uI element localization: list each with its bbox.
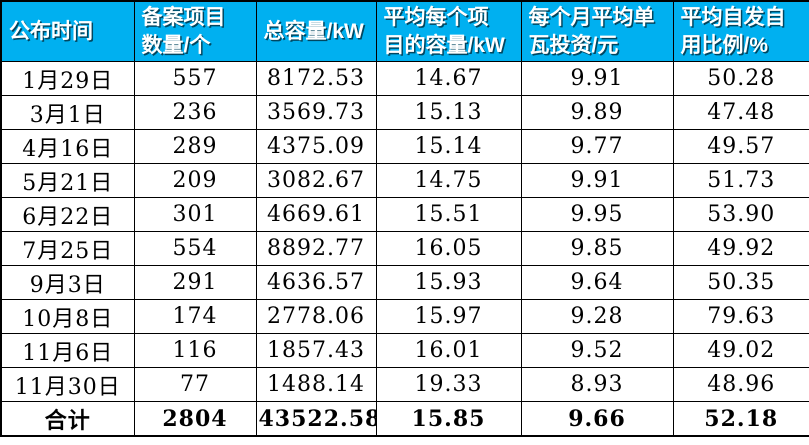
date-cell: 7月25日 [0,231,135,267]
cell: 19.33 [375,367,522,403]
date-cell: 5月21日 [0,163,135,199]
cell: 3569.73 [255,95,377,131]
table-row: 5月21日 209 3082.67 14.75 9.91 51.73 [0,163,809,199]
cell: 209 [133,163,257,199]
cell: 9.91 [520,163,674,199]
cell: 79.63 [672,299,809,335]
cell: 9.89 [520,95,674,131]
cell: 15.51 [375,197,522,233]
cell: 116 [133,333,257,369]
date-cell: 11月6日 [0,333,135,369]
cell: 47.48 [672,95,809,131]
cell: 49.92 [672,231,809,267]
date-cell: 10月8日 [0,299,135,335]
table-row: 1月29日 557 8172.53 14.67 9.91 50.28 [0,61,809,97]
date-cell: 11月30日 [0,367,135,403]
cell: 9.77 [520,129,674,165]
cell: 14.75 [375,163,522,199]
cell: 15.14 [375,129,522,165]
col-header-total-capacity: 总容量/kW [255,0,377,63]
date-cell: 4月16日 [0,129,135,165]
header-line: 目的容量/kW [383,33,505,57]
cell: 291 [133,265,257,301]
cell: 77 [133,367,257,403]
total-row: 合计 2804 43522.58 15.85 9.66 52.18 [0,401,809,437]
cell: 554 [133,231,257,267]
cell: 9.28 [520,299,674,335]
cell: 1488.14 [255,367,377,403]
cell: 8892.77 [255,231,377,267]
total-cell: 52.18 [672,401,809,437]
total-cell: 43522.58 [255,401,377,437]
header-line: 公布时间 [9,19,93,43]
cell: 9.85 [520,231,674,267]
col-header-self-use-ratio: 平均自发自用比例/% [672,0,809,63]
cell: 4669.61 [255,197,377,233]
cell: 9.91 [520,61,674,97]
col-header-project-count: 备案项目数量/个 [133,0,257,63]
header-line: 用比例/% [680,33,769,57]
cell: 4636.57 [255,265,377,301]
cell: 3082.67 [255,163,377,199]
cell: 9.64 [520,265,674,301]
cell: 16.05 [375,231,522,267]
cell: 1857.43 [255,333,377,369]
header-line: 每个月平均单 [528,6,655,29]
cell: 15.97 [375,299,522,335]
table-row: 6月22日 301 4669.61 15.51 9.95 53.90 [0,197,809,233]
cell: 49.02 [672,333,809,369]
header-line: 平均自发自 [680,6,786,29]
cell: 2778.06 [255,299,377,335]
cell: 8.93 [520,367,674,403]
cell: 289 [133,129,257,165]
table-row: 9月3日 291 4636.57 15.93 9.64 50.35 [0,265,809,301]
cell: 50.28 [672,61,809,97]
col-header-investment-per-watt: 每个月平均单 瓦投资/元 [520,0,674,63]
col-header-publish-date: 公布时间 [0,0,135,63]
cell: 53.90 [672,197,809,233]
total-cell: 15.85 [375,401,522,437]
cell: 8172.53 [255,61,377,97]
header-line: 备案项目 [141,6,226,29]
table-row: 11月6日 116 1857.43 16.01 9.52 49.02 [0,333,809,369]
cell: 301 [133,197,257,233]
table-row: 4月16日 289 4375.09 15.14 9.77 49.57 [0,129,809,165]
col-header-avg-capacity: 平均每个项目的容量/kW [375,0,522,63]
total-label-cell: 合计 [0,401,135,437]
date-cell: 3月1日 [0,95,135,131]
table-row: 11月30日 77 1488.14 19.33 8.93 48.96 [0,367,809,403]
cell: 50.35 [672,265,809,301]
header-line: 总容量/kW [263,19,364,43]
table-row: 10月8日 174 2778.06 15.97 9.28 79.63 [0,299,809,335]
cell: 4375.09 [255,129,377,165]
cell: 236 [133,95,257,131]
cell: 174 [133,299,257,335]
header-line: 瓦投资/元 [528,33,619,57]
cell: 14.67 [375,61,522,97]
cell: 557 [133,61,257,97]
date-cell: 6月22日 [0,197,135,233]
header-line: 平均每个项 [383,6,489,29]
cell: 15.93 [375,265,522,301]
cell: 15.13 [375,95,522,131]
date-cell: 9月3日 [0,265,135,301]
cell: 9.95 [520,197,674,233]
cell: 49.57 [672,129,809,165]
table-row: 3月1日 236 3569.73 15.13 9.89 47.48 [0,95,809,131]
total-cell: 9.66 [520,401,674,437]
cell: 51.73 [672,163,809,199]
date-cell: 1月29日 [0,61,135,97]
cell: 16.01 [375,333,522,369]
header-line: 数量/个 [141,33,211,57]
cell: 48.96 [672,367,809,403]
total-cell: 2804 [133,401,257,437]
table-row: 7月25日 554 8892.77 16.05 9.85 49.92 [0,231,809,267]
header-row: 公布时间 备案项目数量/个 总容量/kW 平均每个项目的容量/kW 每个月平均单… [0,0,809,63]
cell: 9.52 [520,333,674,369]
